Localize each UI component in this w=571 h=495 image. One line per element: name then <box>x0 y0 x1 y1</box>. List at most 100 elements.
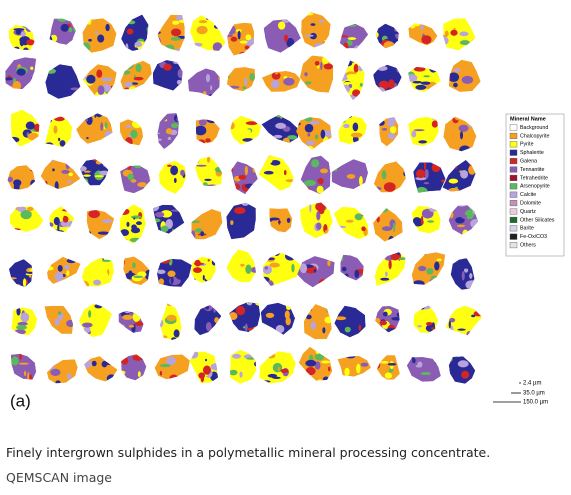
particle <box>340 254 364 281</box>
mineral-grain <box>44 118 52 124</box>
mineral-grain <box>450 29 458 36</box>
mineral-grain <box>37 113 40 119</box>
mineral-grain <box>444 190 456 192</box>
mineral-grain <box>210 363 218 371</box>
particle <box>230 115 262 145</box>
mineral-grain <box>449 356 458 362</box>
mineral-grain <box>162 147 172 150</box>
mineral-grain <box>448 75 451 82</box>
mineral-grain <box>182 214 185 222</box>
particle <box>5 57 37 90</box>
mineral-grain <box>160 225 169 233</box>
mineral-grain <box>451 140 459 148</box>
mineral-grain <box>352 89 361 97</box>
mineral-grain <box>373 75 382 80</box>
mineral-grain <box>240 263 245 267</box>
mineral-grain <box>52 65 64 70</box>
mineral-grain <box>200 231 205 237</box>
mineral-grain <box>159 370 163 376</box>
mineral-grain <box>73 26 76 32</box>
mineral-grain <box>123 87 130 90</box>
mineral-grain <box>361 226 366 232</box>
particle-body <box>194 156 223 186</box>
mineral-grain <box>352 189 359 196</box>
mineral-grain <box>381 170 387 180</box>
mineral-grain <box>157 138 162 141</box>
particle <box>84 356 118 382</box>
mineral-grain <box>425 324 436 332</box>
mineral-grain <box>25 201 36 205</box>
mineral-grain <box>343 260 352 266</box>
mineral-grain <box>167 303 172 307</box>
particle <box>190 15 226 51</box>
mineral-grain <box>12 141 17 146</box>
mineral-grain <box>277 21 286 30</box>
particle <box>120 60 152 90</box>
mineral-grain <box>415 84 427 90</box>
mineral-grain <box>390 126 397 134</box>
mineral-grain <box>281 19 291 24</box>
legend-swatch <box>509 174 518 181</box>
particle-body <box>190 15 226 51</box>
mineral-grain <box>95 160 102 165</box>
mineral-grain <box>306 378 313 381</box>
mineral-grain <box>105 23 110 32</box>
mineral-grain <box>120 184 128 190</box>
legend-swatch <box>509 132 518 139</box>
mineral-grain <box>390 253 400 261</box>
mineral-grain <box>105 50 108 53</box>
mineral-grain <box>10 136 20 143</box>
mineral-grain <box>116 218 118 222</box>
legend-swatch <box>509 225 518 232</box>
mineral-grain <box>87 223 95 230</box>
mineral-grain <box>434 261 440 271</box>
mineral-grain <box>325 188 331 195</box>
legend-swatch <box>509 166 518 173</box>
mineral-grain <box>313 269 317 273</box>
mineral-grain <box>124 81 133 87</box>
mineral-grain <box>388 79 395 89</box>
mineral-grain <box>300 228 302 234</box>
mineral-grain <box>270 80 280 89</box>
mineral-grain <box>459 383 466 384</box>
mineral-grain <box>398 169 406 179</box>
mineral-grain <box>167 136 172 141</box>
mineral-grain <box>234 22 239 25</box>
mineral-grain <box>266 352 276 359</box>
mineral-grain <box>377 208 389 213</box>
mineral-grain <box>22 278 27 288</box>
mineral-grain <box>25 380 29 382</box>
particle-body <box>408 116 439 146</box>
legend-label: Dolomite <box>520 201 541 207</box>
particle-body <box>338 116 367 145</box>
mineral-grain <box>130 215 142 219</box>
mineral-grain <box>373 381 384 384</box>
mineral-grain <box>247 283 250 286</box>
mineral-grain <box>94 175 105 178</box>
mineral-grain <box>125 43 129 51</box>
mineral-grain <box>320 168 329 174</box>
mineral-grain <box>31 76 36 83</box>
mineral-grain <box>82 114 88 120</box>
mineral-grain <box>56 18 68 22</box>
mineral-grain <box>199 76 205 82</box>
mineral-grain <box>170 28 182 37</box>
mineral-grain <box>436 258 442 262</box>
particle <box>116 204 146 244</box>
mineral-grain <box>202 316 215 320</box>
mineral-grain <box>102 258 105 260</box>
mineral-grain <box>230 220 234 225</box>
mineral-grain <box>194 156 200 164</box>
mineral-grain <box>296 122 301 126</box>
mineral-grain <box>166 314 177 322</box>
mineral-grain <box>129 237 142 243</box>
mineral-grain <box>64 159 70 165</box>
mineral-grain <box>140 120 144 130</box>
mineral-grain <box>440 179 446 183</box>
mineral-grain <box>350 132 363 138</box>
mineral-grain <box>338 116 343 121</box>
mineral-grain <box>174 41 183 45</box>
mineral-grain <box>49 210 55 215</box>
mineral-grain <box>190 46 198 50</box>
mineral-grain <box>28 24 34 29</box>
